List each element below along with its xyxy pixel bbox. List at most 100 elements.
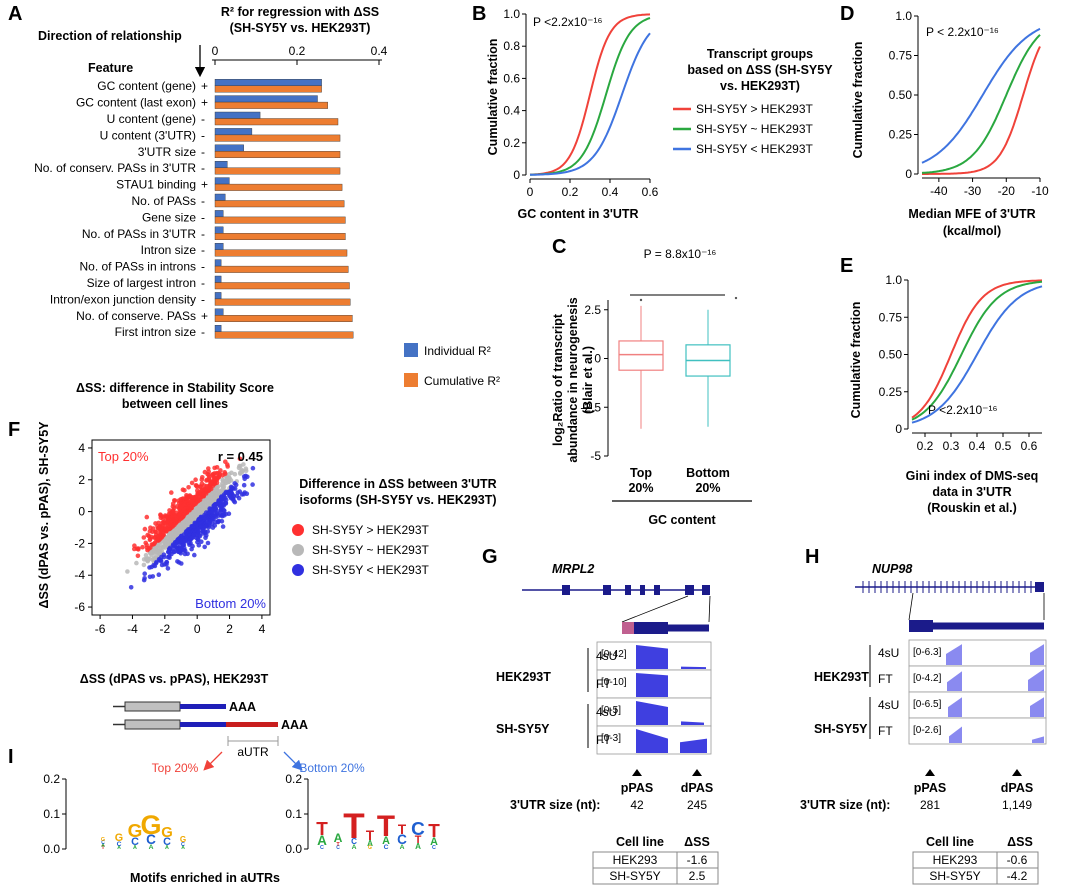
c-outlier (639, 298, 643, 302)
ePlot-series-line (911, 280, 1043, 421)
a-cumulative-bar (214, 134, 341, 142)
logo2-y-tick-label: 0.2 (285, 772, 302, 786)
a-feature-label: Intron/exon junction density (50, 292, 196, 306)
feature-label: Feature (88, 61, 133, 75)
a-direction-sign: - (201, 243, 205, 257)
bPlot-y-tick-label: 1.0 (503, 7, 520, 21)
panel-c-xlabel: GC content (648, 513, 716, 527)
panel-b: B 0 0.2 0.4 0.6 0 0.2 0.4 0.6 0.8 1.0 P <2.2x10⁻¹… (472, 3, 833, 221)
hBrowser-track-frame (908, 691, 1047, 719)
logo2-letter: A (400, 844, 405, 851)
panel-h-table-h2: ΔSS (1007, 835, 1033, 849)
f-point (200, 475, 205, 480)
panel-f-xlabel: ΔSS (dPAS vs. pPAS), HEK293T (80, 672, 269, 686)
gBrowser-coverage (636, 701, 668, 725)
legend-b-item-1: SH-SY5Y > HEK293T (696, 102, 814, 116)
logo2-letter: T (377, 810, 395, 843)
f-point (149, 542, 155, 547)
gBrowser-exon (603, 585, 611, 595)
panel-e-xlabel-1: Gini index of DMS-seq (906, 469, 1039, 483)
logo1-letter: G (180, 835, 186, 844)
f-point (167, 508, 172, 513)
a-direction-sign: - (201, 128, 205, 142)
hBrowser-track-range: [0-6.3] (913, 647, 942, 658)
f-point (184, 493, 189, 498)
panel-g-row1-val: -1.6 (687, 853, 708, 867)
f-point (132, 543, 137, 548)
f-point (212, 465, 217, 471)
a-cumulative-bar (214, 265, 349, 273)
a-cumulative-bar (214, 249, 348, 257)
f-point (232, 486, 238, 491)
f-y-tick-label: -4 (74, 568, 85, 582)
a-individual-bar (214, 226, 224, 234)
gBrowser-exon (562, 585, 570, 595)
logo1-letter: C (117, 841, 122, 848)
gBrowser-utr-distal (668, 624, 709, 632)
logo1-letter: A (133, 845, 137, 851)
panel-label-h: H (805, 546, 819, 568)
panel-e: E 0.2 0.3 0.4 0.5 0.6 0 0.25 0.50 0.75 1.0 P <2.2… (840, 255, 1043, 515)
logo2-letter: C (397, 832, 407, 847)
panel-label-d: D (840, 3, 854, 25)
panel-d: D -40 -30 -20 -10 0 0.25 0.50 0.75 1.0 P < 2.2x1… (840, 3, 1049, 238)
f-point (141, 557, 147, 562)
f-top-label: Top 20% (98, 449, 149, 464)
f-point (189, 480, 195, 486)
panel-a-footnote-1: ΔSS: difference in Stability Score (76, 381, 274, 395)
top-arrow (203, 751, 223, 771)
gBrowser-lib-ft: FT (596, 733, 611, 747)
a-direction-sign: + (201, 309, 208, 323)
panel-label-a: A (8, 3, 22, 25)
bPlot-x-tick-label: 0.6 (642, 185, 659, 199)
a-individual-bar (214, 95, 318, 103)
a-feature-label: No. of conserv. PASs in 3'UTR (34, 161, 196, 175)
f-point (186, 485, 191, 490)
logo1-letter: A (101, 843, 105, 849)
panel-e-xlabel-2: data in 3'UTR (932, 485, 1011, 499)
legend-f-dot-2 (292, 544, 304, 556)
legend-f-dot-3 (292, 564, 304, 576)
logo2-letter: C (336, 845, 340, 851)
logo2-letter: G (368, 845, 372, 851)
panel-e-xlabel-3: (Rouskin et al.) (927, 501, 1017, 515)
legend-individual: Individual R² (424, 344, 491, 358)
gBrowser-lib-ft: FT (596, 677, 611, 691)
panel-d-pval: P < 2.2x10⁻¹⁶ (926, 25, 999, 39)
logo1-letter: A (181, 845, 185, 851)
panel-g-row2-cell: SH-SY5Y (609, 869, 660, 883)
a-cumulative-bar (214, 200, 345, 208)
a-cumulative-bar (214, 183, 343, 191)
a-individual-bar (214, 177, 230, 185)
f-point (176, 498, 182, 503)
ePlot-y-tick-label: 1.0 (885, 273, 902, 287)
f-point (205, 529, 210, 534)
panel-g-table-h1: Cell line (616, 835, 664, 849)
f-point (158, 559, 164, 564)
a-individual-bar (214, 128, 253, 136)
hBrowser-coverage (946, 644, 962, 665)
f-point (206, 466, 211, 471)
isoform2-utr (180, 722, 226, 727)
legend-f-item-2: SH-SY5Y ~ HEK293T (312, 543, 430, 557)
gBrowser-pas-arrow (632, 769, 642, 776)
ePlot-series-line (911, 279, 1043, 419)
f-x-tick-label: 2 (226, 622, 233, 636)
gBrowser-cds-end (622, 622, 634, 634)
legend-b-title-3: vs. HEK293T) (720, 79, 800, 93)
a-direction-sign: - (201, 112, 205, 126)
f-point (160, 520, 165, 525)
hBrowser-utr-proximal (909, 620, 933, 632)
f-point (241, 482, 247, 488)
panel-h-row2-cell: SH-SY5Y (929, 869, 980, 883)
f-point (153, 521, 158, 526)
panel-c-pval: P = 8.8x10⁻¹⁶ (644, 247, 717, 261)
f-point (237, 456, 243, 462)
panel-h-cell2: SH-SY5Y (814, 722, 868, 736)
panel-h-gene: NUP98 (872, 562, 912, 576)
logo2-letter: C (432, 845, 436, 851)
f-point (199, 539, 204, 544)
a-cumulative-bar (214, 167, 341, 175)
logo2-letter: T (316, 819, 328, 840)
